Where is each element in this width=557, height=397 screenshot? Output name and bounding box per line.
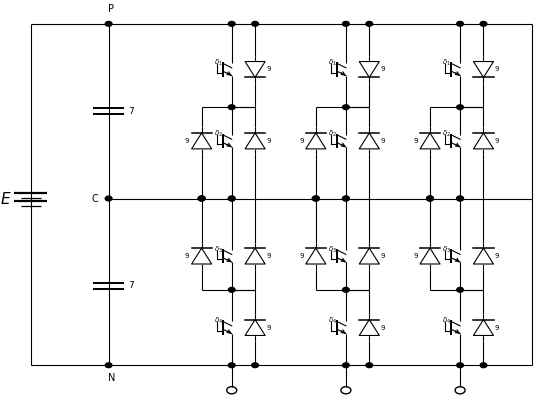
Text: $E$: $E$ [0, 191, 11, 206]
Text: $\delta_3$: $\delta_3$ [328, 245, 337, 254]
Text: N: N [108, 373, 115, 383]
Polygon shape [245, 133, 265, 149]
Circle shape [343, 196, 349, 201]
Text: $\delta_3$: $\delta_3$ [442, 245, 451, 254]
Circle shape [228, 196, 235, 201]
Text: P: P [109, 4, 114, 14]
Polygon shape [306, 248, 326, 264]
Text: $\delta_3$: $\delta_3$ [214, 245, 223, 254]
Text: $\delta_4$: $\delta_4$ [328, 316, 337, 326]
Polygon shape [245, 62, 265, 77]
Circle shape [105, 21, 112, 26]
Polygon shape [473, 248, 494, 264]
Polygon shape [192, 248, 212, 264]
Text: 9: 9 [380, 138, 385, 144]
Text: 9: 9 [380, 253, 385, 259]
Circle shape [228, 287, 235, 292]
Circle shape [343, 105, 349, 110]
Polygon shape [473, 62, 494, 77]
Text: 9: 9 [266, 66, 271, 73]
Circle shape [366, 363, 373, 368]
Text: 9: 9 [495, 138, 499, 144]
Circle shape [427, 196, 433, 201]
Circle shape [457, 196, 463, 201]
Circle shape [105, 363, 112, 368]
Text: $\delta_2$: $\delta_2$ [442, 129, 451, 139]
Polygon shape [473, 320, 494, 335]
Text: 9: 9 [299, 138, 304, 144]
Text: 9: 9 [185, 253, 189, 259]
Polygon shape [420, 133, 440, 149]
Circle shape [105, 196, 112, 201]
Polygon shape [359, 62, 379, 77]
Text: $\delta_4$: $\delta_4$ [442, 316, 451, 326]
Text: $\delta_1$: $\delta_1$ [442, 58, 451, 68]
Polygon shape [420, 248, 440, 264]
Text: $\delta_1$: $\delta_1$ [214, 58, 223, 68]
Circle shape [457, 21, 463, 26]
Polygon shape [192, 133, 212, 149]
Circle shape [198, 196, 205, 201]
Text: 9: 9 [185, 138, 189, 144]
Text: $\delta_4$: $\delta_4$ [214, 316, 223, 326]
Polygon shape [306, 133, 326, 149]
Circle shape [343, 21, 349, 26]
Circle shape [228, 363, 235, 368]
Circle shape [457, 196, 463, 201]
Circle shape [343, 287, 349, 292]
Text: $\delta_1$: $\delta_1$ [328, 58, 337, 68]
Circle shape [427, 196, 433, 201]
Circle shape [252, 363, 258, 368]
Circle shape [343, 363, 349, 368]
Polygon shape [359, 320, 379, 335]
Polygon shape [245, 248, 265, 264]
Circle shape [312, 196, 319, 201]
Text: 9: 9 [266, 324, 271, 331]
Circle shape [457, 287, 463, 292]
Text: 9: 9 [380, 66, 385, 73]
Text: 9: 9 [380, 324, 385, 331]
Text: 9: 9 [495, 324, 499, 331]
Circle shape [427, 196, 433, 201]
Text: 9: 9 [299, 253, 304, 259]
Text: $\delta_2$: $\delta_2$ [328, 129, 337, 139]
Text: 7: 7 [128, 107, 134, 116]
Circle shape [198, 196, 205, 201]
Circle shape [343, 196, 349, 201]
Circle shape [480, 21, 487, 26]
Circle shape [457, 105, 463, 110]
Text: 9: 9 [495, 66, 499, 73]
Circle shape [228, 21, 235, 26]
Circle shape [312, 196, 319, 201]
Circle shape [228, 105, 235, 110]
Text: 7: 7 [128, 281, 134, 290]
Polygon shape [473, 133, 494, 149]
Circle shape [480, 363, 487, 368]
Polygon shape [359, 133, 379, 149]
Text: C: C [92, 193, 99, 204]
Circle shape [198, 196, 205, 201]
Text: 9: 9 [413, 253, 418, 259]
Polygon shape [359, 248, 379, 264]
Text: 9: 9 [495, 253, 499, 259]
Text: 9: 9 [413, 138, 418, 144]
Circle shape [252, 21, 258, 26]
Text: 9: 9 [266, 253, 271, 259]
Polygon shape [245, 320, 265, 335]
Circle shape [228, 196, 235, 201]
Text: $\delta_2$: $\delta_2$ [214, 129, 223, 139]
Circle shape [366, 21, 373, 26]
Circle shape [457, 363, 463, 368]
Text: 9: 9 [266, 138, 271, 144]
Circle shape [312, 196, 319, 201]
